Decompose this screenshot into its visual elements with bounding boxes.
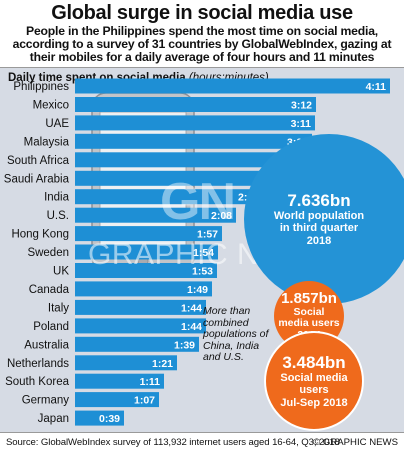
- value-label: 4:11: [366, 81, 387, 93]
- credit: © GRAPHIC NEWS: [313, 437, 398, 448]
- category-label: Australia: [24, 339, 69, 351]
- users-2018-label-1: Social media: [280, 371, 348, 384]
- users-2014-value: 1.857bn: [281, 289, 337, 307]
- category-label: UK: [53, 266, 69, 278]
- world-population-value: 7.636bn: [287, 190, 351, 210]
- category-label: India: [44, 192, 70, 204]
- bar-italy: [75, 299, 206, 315]
- bar-malaysia: [75, 133, 312, 149]
- category-label: Saudi Arabia: [4, 173, 70, 185]
- bar-uk: [75, 263, 217, 278]
- bar-australia: [75, 336, 199, 352]
- bar-mexico: [75, 97, 316, 112]
- world-population-label-3: 2018: [306, 234, 332, 247]
- page-title: Global surge in social media use: [51, 2, 353, 24]
- users-2018-label-2: users: [299, 384, 329, 397]
- world-population-label-2: in third quarter: [279, 222, 359, 235]
- bar-japan: [75, 410, 124, 426]
- bar-canada: [75, 281, 212, 297]
- bar-germany: [75, 392, 159, 408]
- bar-u-s: [75, 207, 236, 223]
- users-2018-value: 3.484bn: [282, 352, 346, 372]
- category-label: South Africa: [7, 155, 70, 167]
- bar-south-korea: [75, 373, 164, 389]
- bar-group: Philippines 4:11 Mexico 3:12 UAE 3:11 Malaysia…: [4, 78, 390, 426]
- page-subtitle: People in the Philippines spend the most…: [12, 24, 392, 65]
- value-label: 1:57: [197, 229, 218, 241]
- category-label: Philippines: [13, 81, 69, 93]
- world-population-label-1: World population: [273, 209, 365, 222]
- value-label: 1:11: [140, 376, 161, 388]
- world-population-circle: 7.636bn World population in third quarte…: [244, 134, 404, 304]
- source-note: Source: GlobalWebIndex survey of 113,932…: [6, 437, 340, 448]
- category-label: Hong Kong: [11, 229, 69, 241]
- bar-saudi-arabia: [75, 170, 297, 186]
- value-label: 1:21: [152, 358, 173, 370]
- bar-uae: [75, 115, 315, 131]
- bar-south-africa: [75, 152, 306, 168]
- bottom-divider: [0, 432, 404, 433]
- value-label: 1:54: [193, 247, 214, 259]
- value-label: 3:12: [291, 100, 312, 112]
- category-label: Sweden: [27, 247, 69, 259]
- users-2014-label-1: Social: [293, 305, 325, 318]
- category-label: Japan: [38, 413, 69, 425]
- callout-note: More than combined populations of China,…: [203, 305, 269, 363]
- value-label: 0:39: [99, 413, 120, 425]
- users-2014-label-2: media users: [278, 317, 340, 330]
- bar-sweden: [75, 244, 218, 260]
- value-label: 3:11: [291, 118, 312, 130]
- category-label: Germany: [22, 395, 70, 407]
- category-label: Poland: [33, 321, 69, 333]
- category-label: Mexico: [33, 100, 69, 112]
- users-2018-label-3: Jul-Sep 2018: [280, 396, 348, 409]
- value-label: 1:07: [134, 395, 155, 407]
- category-label: Netherlands: [7, 358, 69, 370]
- users-2018-circle: 3.484bn Social media users Jul-Sep 2018: [264, 331, 364, 431]
- bar-netherlands: [75, 355, 177, 371]
- category-label: Canada: [29, 284, 70, 296]
- category-label: Italy: [48, 302, 69, 314]
- value-label: 1:49: [187, 284, 208, 296]
- category-label: Malaysia: [24, 136, 70, 148]
- value-label: 1:53: [192, 266, 213, 278]
- watermark-mark: GN: [160, 173, 236, 231]
- bar-poland: [75, 318, 206, 334]
- category-label: South Korea: [5, 376, 70, 388]
- top-divider: [0, 67, 404, 68]
- bar-india: [75, 189, 263, 205]
- value-label: 1:44: [181, 321, 202, 333]
- bar-philippines: [75, 78, 390, 94]
- category-label: U.S.: [47, 210, 69, 222]
- value-label: 1:44: [181, 302, 202, 314]
- value-label: 2:08: [211, 210, 232, 222]
- value-label: 1:39: [174, 339, 195, 351]
- category-label: UAE: [45, 118, 69, 130]
- bar-hong-kong: [75, 226, 222, 242]
